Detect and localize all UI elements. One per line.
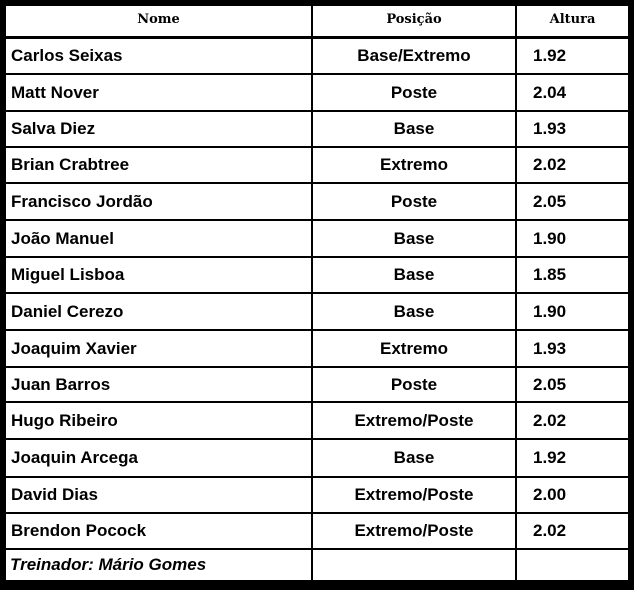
table-row: Daniel Cerezo Base 1.90 bbox=[4, 292, 630, 331]
player-position: Poste bbox=[311, 73, 517, 112]
player-name: Joaquim Xavier bbox=[4, 329, 313, 368]
player-position: Base bbox=[311, 110, 517, 148]
table-row: Francisco Jordão Poste 2.05 bbox=[4, 182, 630, 221]
table-row: Salva Diez Base 1.93 bbox=[4, 110, 630, 148]
player-position: Extremo bbox=[311, 329, 517, 368]
player-height: 1.90 bbox=[515, 219, 630, 258]
player-height: 1.93 bbox=[515, 329, 630, 368]
player-height: 2.05 bbox=[515, 366, 630, 403]
player-height: 1.93 bbox=[515, 110, 630, 148]
player-height: 2.05 bbox=[515, 182, 630, 221]
player-position: Poste bbox=[311, 366, 517, 403]
player-height: 2.02 bbox=[515, 146, 630, 184]
player-name: Daniel Cerezo bbox=[4, 292, 313, 331]
player-height: 1.92 bbox=[515, 438, 630, 478]
player-position: Extremo bbox=[311, 146, 517, 184]
player-name: João Manuel bbox=[4, 219, 313, 258]
table-row: Brian Crabtree Extremo 2.02 bbox=[4, 146, 630, 184]
player-position: Base bbox=[311, 438, 517, 478]
player-position: Poste bbox=[311, 182, 517, 221]
player-height: 2.02 bbox=[515, 512, 630, 550]
player-position: Base bbox=[311, 292, 517, 331]
player-name: Joaquin Arcega bbox=[4, 438, 313, 478]
table-row: David Dias Extremo/Poste 2.00 bbox=[4, 476, 630, 514]
table-row: Juan Barros Poste 2.05 bbox=[4, 366, 630, 403]
table-row: Carlos Seixas Base/Extremo 1.92 bbox=[4, 36, 630, 75]
player-name: Salva Diez bbox=[4, 110, 313, 148]
player-position: Base bbox=[311, 256, 517, 294]
player-position: Extremo/Poste bbox=[311, 512, 517, 550]
player-height: 2.02 bbox=[515, 401, 630, 440]
player-name: Brian Crabtree bbox=[4, 146, 313, 184]
player-name: Juan Barros bbox=[4, 366, 313, 403]
player-name: Francisco Jordão bbox=[4, 182, 313, 221]
header-row: Nome Posição Altura bbox=[4, 4, 630, 39]
table-row: Joaquin Arcega Base 1.92 bbox=[4, 438, 630, 478]
header-position: Posição bbox=[311, 4, 517, 39]
empty-cell bbox=[311, 548, 517, 582]
table-row: João Manuel Base 1.90 bbox=[4, 219, 630, 258]
player-height: 2.04 bbox=[515, 73, 630, 112]
player-height: 1.92 bbox=[515, 36, 630, 75]
empty-cell bbox=[515, 548, 630, 582]
player-name: Brendon Pocock bbox=[4, 512, 313, 550]
header-name: Nome bbox=[4, 4, 313, 39]
player-position: Extremo/Poste bbox=[311, 401, 517, 440]
roster-table: Nome Posição Altura Carlos Seixas Base/Ex… bbox=[4, 4, 630, 582]
player-position: Extremo/Poste bbox=[311, 476, 517, 514]
coach-row: Treinador: Mário Gomes bbox=[4, 548, 630, 582]
table-row: Miguel Lisboa Base 1.85 bbox=[4, 256, 630, 294]
player-height: 1.90 bbox=[515, 292, 630, 331]
table-row: Matt Nover Poste 2.04 bbox=[4, 73, 630, 112]
player-name: David Dias bbox=[4, 476, 313, 514]
header-height: Altura bbox=[515, 4, 630, 39]
table-row: Hugo Ribeiro Extremo/Poste 2.02 bbox=[4, 401, 630, 440]
player-height: 1.85 bbox=[515, 256, 630, 294]
coach-name: Treinador: Mário Gomes bbox=[4, 548, 313, 582]
player-name: Matt Nover bbox=[4, 73, 313, 112]
player-name: Carlos Seixas bbox=[4, 36, 313, 75]
player-position: Base bbox=[311, 219, 517, 258]
player-name: Hugo Ribeiro bbox=[4, 401, 313, 440]
player-name: Miguel Lisboa bbox=[4, 256, 313, 294]
table-row: Brendon Pocock Extremo/Poste 2.02 bbox=[4, 512, 630, 550]
table-row: Joaquim Xavier Extremo 1.93 bbox=[4, 329, 630, 368]
player-height: 2.00 bbox=[515, 476, 630, 514]
player-position: Base/Extremo bbox=[311, 36, 517, 75]
